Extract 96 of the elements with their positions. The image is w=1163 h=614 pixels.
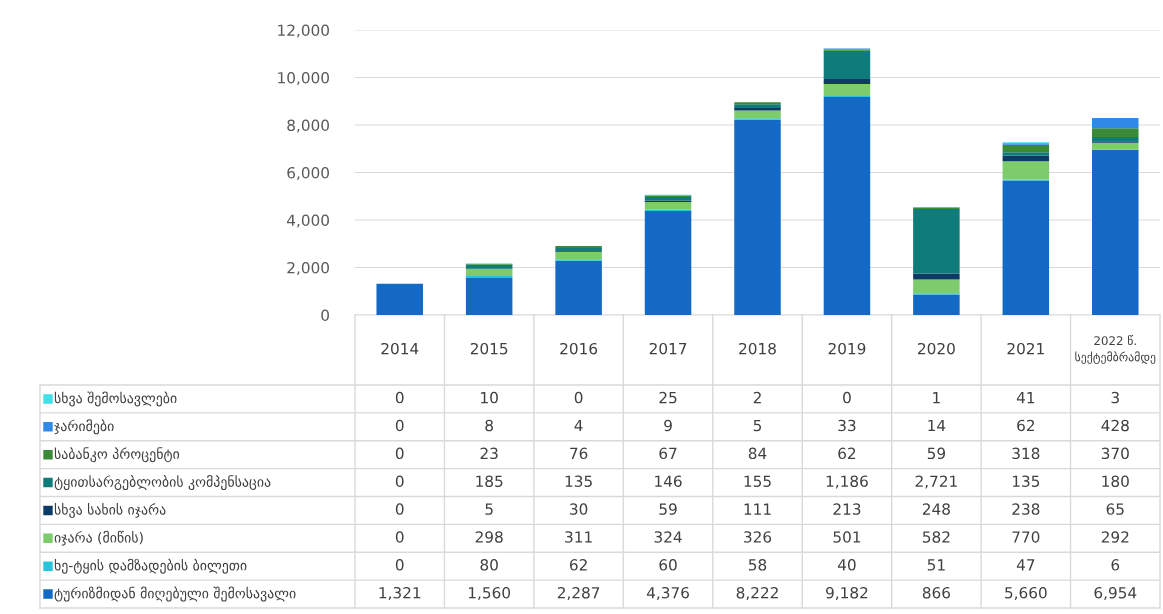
- data-label: 1,186: [826, 475, 868, 489]
- y-tick-label: 4,000: [287, 214, 329, 228]
- data-label: 0: [574, 391, 583, 404]
- legend-label: სხვა სახის იჯარა: [54, 503, 166, 518]
- data-label: 292: [1101, 531, 1129, 543]
- data-label: 67: [659, 447, 677, 460]
- data-label: 10: [481, 391, 498, 404]
- data-label: 4: [574, 419, 583, 432]
- data-label: 501: [833, 531, 861, 543]
- data-label: 58: [748, 559, 767, 571]
- data-label: 213: [833, 503, 861, 515]
- data-label: 326: [744, 531, 772, 543]
- legend-label: ჯარიმები: [54, 419, 114, 435]
- data-label: 155: [744, 475, 771, 487]
- data-label: 238: [1012, 503, 1040, 515]
- data-label: 2,721: [915, 475, 957, 489]
- data-label: 2,287: [557, 586, 600, 601]
- data-label: 866: [922, 586, 951, 599]
- data-label: 0: [395, 475, 404, 487]
- data-label: 80: [480, 559, 498, 571]
- y-tick-label: 2,000: [287, 261, 329, 276]
- data-label: 51: [927, 559, 945, 571]
- y-tick-label: 6,000: [287, 166, 329, 181]
- data-label: 428: [1101, 419, 1129, 432]
- data-label: 111: [744, 503, 771, 515]
- y-tick-label: 0: [321, 309, 329, 322]
- x-tick-label: 2020: [918, 342, 955, 355]
- data-label: 8,222: [736, 586, 778, 601]
- data-label: 84: [748, 447, 767, 460]
- legend-label: იჯარა (მიწის): [54, 530, 143, 546]
- data-label: 59: [927, 447, 946, 460]
- data-label: 40: [837, 559, 856, 571]
- data-label: 4,376: [646, 586, 689, 601]
- data-label: 185: [476, 475, 503, 487]
- legend-label: ტყითსარგებლობის კომპენსაცია: [54, 475, 271, 491]
- x-tick-label: 2017: [649, 342, 687, 355]
- y-tick-label: 12,000: [278, 24, 329, 38]
- data-label: 582: [922, 531, 950, 543]
- data-label: 60: [659, 559, 677, 571]
- data-label: 9: [664, 419, 672, 432]
- data-label: 5: [485, 503, 493, 515]
- x-tick-label: 2015: [470, 342, 508, 355]
- data-label: 0: [843, 391, 851, 404]
- data-label: 3: [1111, 391, 1119, 404]
- x-tick-label: 2016: [560, 342, 598, 355]
- data-label: 1: [933, 392, 940, 404]
- data-label: 30: [570, 503, 588, 515]
- data-label: 25: [659, 391, 677, 404]
- y-tick-label: 8,000: [287, 119, 329, 133]
- data-label: 33: [838, 419, 856, 432]
- data-label: 298: [475, 531, 503, 543]
- data-label: 1,321: [379, 586, 421, 601]
- data-label: 23: [480, 447, 498, 460]
- data-label: 146: [655, 475, 682, 487]
- data-label: 41: [1016, 392, 1035, 404]
- data-label: 76: [570, 447, 588, 460]
- data-label: 0: [395, 531, 404, 543]
- data-label: 180: [1102, 475, 1129, 487]
- data-label: 62: [838, 447, 856, 460]
- data-label: 2: [753, 391, 761, 404]
- data-label: 65: [1106, 503, 1124, 515]
- data-label: 318: [1012, 447, 1040, 460]
- data-label: 6: [1111, 559, 1120, 571]
- legend-label: ხე-ტყის დამზადების ბილეთი: [54, 558, 247, 574]
- data-label: 135: [565, 475, 592, 487]
- legend-label: სხვა შემოსავლები: [54, 391, 177, 407]
- data-label: 0: [395, 447, 404, 460]
- data-label: 311: [565, 531, 592, 543]
- data-label: 770: [1012, 531, 1040, 543]
- data-label: 5: [753, 419, 762, 432]
- data-label: 9,182: [826, 586, 868, 601]
- data-label: 6,954: [1094, 586, 1137, 601]
- legend-label: ტურიზმიდან მიღებული შემოსავალი: [54, 586, 296, 602]
- data-label: 324: [654, 531, 682, 543]
- y-tick-label: 10,000: [278, 71, 329, 86]
- x-tick-label: 2022 წ. სექტემბრამდე: [1075, 335, 1156, 365]
- data-label: 14: [928, 419, 946, 432]
- data-label: 47: [1016, 559, 1035, 571]
- data-label: 5,660: [1005, 586, 1047, 601]
- data-label: 248: [922, 503, 950, 515]
- data-label: 370: [1101, 447, 1129, 460]
- data-label: 135: [1012, 475, 1040, 487]
- data-label: 59: [659, 503, 677, 515]
- legend-label: საბანკო პროცენტი: [54, 447, 180, 463]
- data-label: 0: [395, 559, 404, 571]
- data-label: 62: [1017, 419, 1035, 432]
- x-tick-label: 2018: [739, 342, 776, 355]
- data-label: 62: [569, 559, 587, 571]
- data-label: 8: [485, 419, 493, 432]
- data-label: 0: [395, 391, 404, 404]
- x-tick-label: 2019: [828, 342, 866, 355]
- data-label: 0: [395, 419, 404, 432]
- data-label: 1,560: [468, 586, 511, 601]
- x-tick-label: 2021: [1007, 342, 1044, 355]
- data-label: 0: [395, 503, 404, 515]
- x-tick-label: 2014: [381, 342, 419, 355]
